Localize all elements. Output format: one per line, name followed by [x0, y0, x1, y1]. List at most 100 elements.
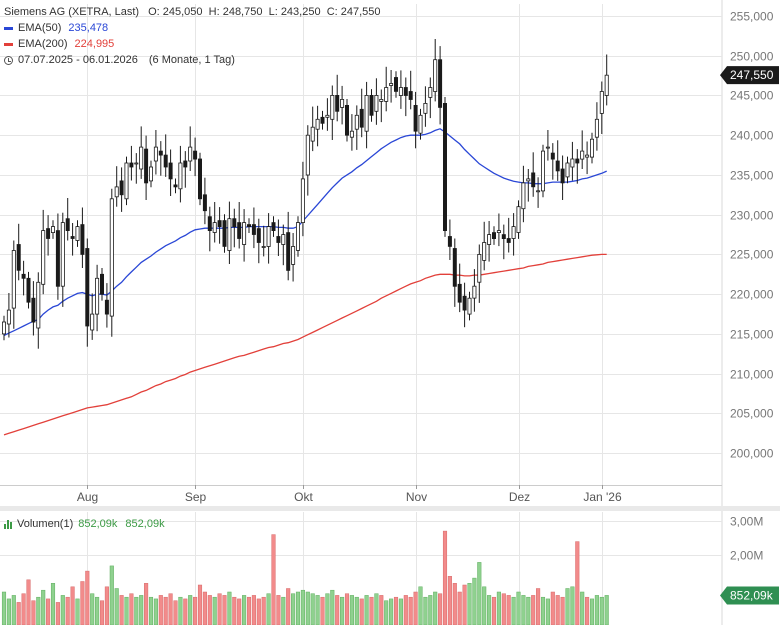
volume-bar	[90, 593, 95, 625]
candle-down	[202, 194, 207, 212]
candle-down	[369, 95, 374, 116]
candle-up	[51, 226, 56, 234]
candle-up	[418, 114, 423, 134]
price-y-tick-label: 205,000	[730, 407, 774, 421]
volume-bar	[173, 600, 178, 625]
candle-down	[447, 236, 452, 247]
candle-down	[237, 222, 242, 239]
volume-bar	[207, 595, 212, 625]
volume-bar	[599, 596, 604, 625]
candle-up	[139, 146, 144, 170]
volume-value: 852,09k	[78, 518, 118, 530]
volume-bar	[477, 562, 482, 625]
x-tick-label: Dez	[509, 490, 530, 504]
volume-bar	[354, 596, 359, 625]
candle-down	[21, 273, 26, 279]
volume-bar	[575, 541, 580, 625]
volume-bar	[80, 581, 85, 625]
candle-up	[349, 130, 354, 138]
volume-bar	[109, 565, 114, 625]
candle-up	[384, 87, 389, 102]
candle-down	[70, 236, 75, 239]
volume-bar	[310, 593, 315, 625]
volume-bar	[153, 598, 158, 625]
candle-up	[95, 277, 100, 315]
candle-up	[178, 162, 183, 190]
candle-down	[197, 158, 202, 200]
volume-bar	[580, 591, 585, 625]
candle-down	[286, 232, 291, 271]
volume-bar	[266, 593, 271, 625]
volume-bar	[433, 591, 438, 625]
volume-bar	[555, 595, 560, 625]
volume-bar	[560, 596, 565, 625]
candle-up	[6, 309, 11, 325]
volume-bar	[36, 596, 41, 625]
candle-up	[472, 285, 477, 299]
volume-bar	[188, 595, 193, 625]
candle-up	[11, 250, 16, 309]
volume-bar	[217, 593, 222, 625]
ema50-line	[3, 128, 607, 337]
candle-up	[541, 150, 546, 192]
candle-down	[555, 160, 560, 172]
volume-bar	[232, 596, 237, 625]
volume-bar	[604, 595, 609, 625]
candle-up	[467, 297, 472, 315]
candle-up	[521, 182, 526, 210]
candle-down	[207, 216, 212, 231]
candle-up	[423, 103, 428, 114]
candle-down	[501, 234, 506, 240]
candle-up	[148, 166, 153, 182]
volume-bar	[178, 596, 183, 625]
volume-bar	[11, 595, 16, 625]
candle-down	[560, 168, 565, 184]
volume-bar	[570, 586, 575, 625]
candle-down	[491, 232, 496, 240]
candle-up	[428, 87, 433, 98]
bar-chart-icon	[4, 519, 12, 529]
volume-bar	[403, 595, 408, 625]
price-y-tick-label: 220,000	[730, 288, 774, 302]
volume-bar	[491, 596, 497, 625]
candle-up	[300, 178, 305, 223]
x-tick-label: Okt	[294, 490, 313, 504]
volume-bar	[320, 596, 325, 625]
volume-value-repeat: 852,09k	[125, 518, 165, 530]
candle-down	[222, 220, 227, 247]
candle-down	[438, 59, 443, 108]
volume-bar	[46, 598, 51, 625]
candle-up	[114, 186, 119, 198]
candle-down	[85, 248, 90, 327]
candle-down	[320, 116, 325, 124]
candle-up	[398, 87, 403, 96]
volume-bar	[482, 586, 487, 625]
volume-bar	[521, 595, 526, 625]
price-y-tick-label: 230,000	[730, 209, 774, 223]
volume-bar	[325, 593, 330, 625]
candle-down	[271, 222, 276, 232]
volume-bar	[335, 595, 340, 625]
volume-bar	[506, 595, 511, 625]
candle-up	[266, 226, 271, 247]
candle-down	[393, 77, 398, 92]
volume-bar	[31, 600, 36, 625]
candle-up	[590, 138, 595, 158]
candle-up	[242, 222, 247, 245]
volume-bar	[212, 596, 217, 625]
volume-bar	[418, 586, 423, 625]
volume-bar	[379, 595, 384, 625]
candle-up	[570, 158, 575, 168]
volume-bar	[119, 595, 124, 625]
candle-down	[462, 295, 467, 311]
volume-bar	[300, 589, 305, 625]
candle-up	[261, 246, 266, 248]
volume-bar	[594, 595, 599, 625]
volume-bar	[472, 577, 477, 625]
candle-up	[487, 234, 492, 245]
candle-up	[188, 146, 193, 162]
candle-down	[442, 103, 447, 231]
volume-bar	[374, 593, 379, 625]
volume-bar	[565, 588, 570, 625]
